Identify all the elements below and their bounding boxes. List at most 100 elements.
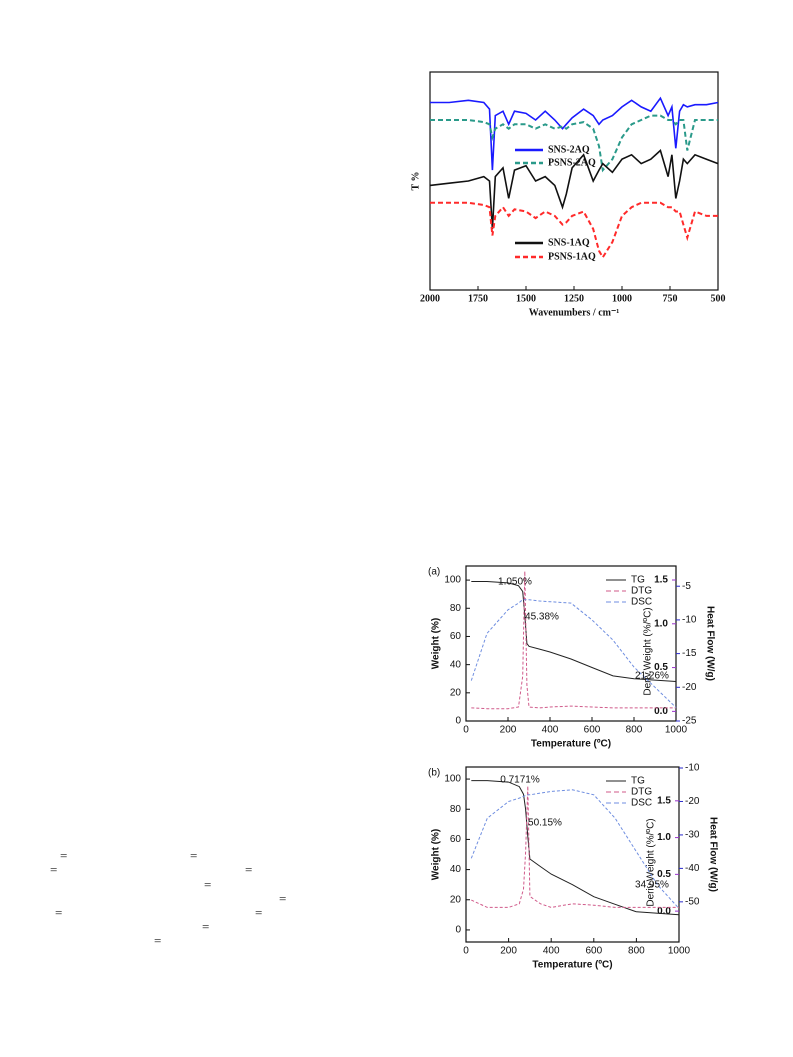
x-tick-label: 600	[584, 725, 601, 736]
y-tick-label: 0	[455, 716, 461, 727]
x-tick-label: 1000	[612, 293, 632, 304]
x-tick-label: 800	[628, 946, 645, 957]
equals-sign: =	[202, 919, 209, 934]
chart: 0 200 400 600 800 1000 Temperature (ºC) Weight …	[428, 565, 715, 750]
y2-tick-label: 1.5	[654, 575, 668, 586]
y-tick-label: 60	[450, 834, 462, 845]
x-tick-label: 600	[585, 946, 602, 957]
equals-sign: =	[190, 848, 197, 863]
annotation: 0.7171%	[500, 775, 540, 786]
y3-axis-label: Heat Flow (W/g)	[707, 817, 718, 892]
series-line	[471, 571, 676, 710]
equals-sign: =	[50, 862, 57, 877]
legend-label: SNS-1AQ	[548, 237, 590, 248]
equals-sign: =	[245, 862, 252, 877]
y2-tick-label: 0.0	[654, 706, 668, 717]
series-line	[471, 581, 677, 682]
x-tick-label: 400	[542, 725, 559, 736]
series-line	[430, 201, 718, 260]
x-tick-label: 1750	[468, 293, 488, 304]
y-tick-label: 80	[450, 603, 462, 614]
legend-label: PSNS-1AQ	[548, 251, 596, 262]
series-line	[470, 789, 680, 909]
y3-axis-label: Heat Flow (W/g)	[704, 606, 715, 681]
y3-tick-label: -40	[685, 863, 700, 874]
y2-tick-label: 0.0	[657, 906, 671, 917]
y-tick-label: 100	[444, 575, 461, 586]
legend-label: DTG	[631, 787, 652, 798]
equals-sign: =	[60, 848, 67, 863]
x-tick-label: 1000	[668, 946, 691, 957]
y2-axis-label: Deriv.Weight (%/ºC)	[643, 607, 654, 695]
y3-tick-label: -30	[685, 830, 700, 841]
y3-tick-label: -10	[682, 615, 697, 626]
series-line	[471, 780, 680, 916]
annotation: 21.26%	[635, 671, 669, 682]
legend-label: DSC	[631, 798, 652, 809]
y-tick-label: 40	[450, 659, 462, 670]
y2-tick-label: 0.5	[654, 662, 668, 673]
y3-tick-label: -15	[682, 648, 697, 659]
x-tick-label: 0	[463, 946, 469, 957]
x-tick-label: 1500	[516, 293, 536, 304]
legend-label: DTG	[631, 586, 652, 597]
annotation: 1.050%	[498, 577, 532, 588]
legend-label: TG	[631, 575, 645, 586]
y2-tick-label: 1.0	[654, 618, 668, 629]
equals-sign: =	[154, 933, 161, 948]
series-line	[429, 149, 719, 230]
series-line	[430, 96, 719, 171]
x-tick-label: 200	[500, 725, 517, 736]
y2-tick-label: 0.5	[657, 869, 671, 880]
y3-tick-label: -20	[682, 682, 697, 693]
annotation: 45.38%	[525, 612, 559, 623]
x-tick-label: 1250	[564, 293, 584, 304]
legend-label: DSC	[631, 597, 652, 608]
y-tick-label: 20	[450, 894, 462, 905]
x-tick-label: 2000	[420, 293, 440, 304]
x-tick-label: 1000	[665, 725, 688, 736]
legend-label: SNS-2AQ	[548, 144, 590, 155]
x-tick-label: 800	[626, 725, 643, 736]
y-axis-label: Weight (%)	[431, 829, 442, 880]
series-line	[471, 786, 679, 908]
equals-sign: =	[55, 905, 62, 920]
y-tick-label: 0	[455, 925, 461, 936]
x-axis-label: Temperature (ºC)	[532, 960, 612, 971]
y-tick-label: 20	[450, 687, 462, 698]
x-tick-label: 750	[663, 293, 678, 304]
series-line	[430, 114, 718, 173]
y3-tick-label: -20	[685, 796, 700, 807]
y3-tick-label: -50	[685, 896, 700, 907]
y2-tick-label: 1.5	[657, 795, 671, 806]
chart: 2000 1750 1500 1250 1000 750 500 Wavenumbers / …	[410, 71, 726, 318]
annotation: 50.15%	[528, 818, 562, 829]
plot-frame	[465, 565, 677, 722]
y3-tick-label: -5	[682, 581, 691, 592]
equals-sign: =	[204, 877, 211, 892]
x-axis-label: Wavenumbers / cm⁻¹	[529, 307, 620, 318]
series-line	[470, 599, 677, 708]
legend-label: TG	[631, 776, 645, 787]
legend-label: PSNS-2AQ	[548, 157, 596, 168]
equals-sign: =	[279, 891, 286, 906]
equals-sign: =	[255, 905, 262, 920]
y-tick-label: 100	[444, 774, 461, 785]
x-tick-label: 400	[543, 946, 560, 957]
x-axis-label: Temperature (ºC)	[531, 739, 611, 750]
y2-tick-label: 1.0	[657, 832, 671, 843]
x-tick-label: 500	[711, 293, 726, 304]
y2-axis-label: Deriv.Weight (%/ºC)	[646, 818, 657, 906]
y-axis-label: T %	[410, 172, 421, 191]
plot-frame	[465, 766, 680, 943]
y-axis-label: Weight (%)	[431, 618, 442, 669]
y-tick-label: 80	[450, 804, 462, 815]
y3-tick-label: -10	[685, 763, 700, 774]
y3-tick-label: -25	[682, 716, 697, 727]
y-tick-label: 60	[450, 631, 462, 642]
annotation: 34.95%	[635, 880, 669, 891]
y-tick-label: 40	[450, 864, 462, 875]
